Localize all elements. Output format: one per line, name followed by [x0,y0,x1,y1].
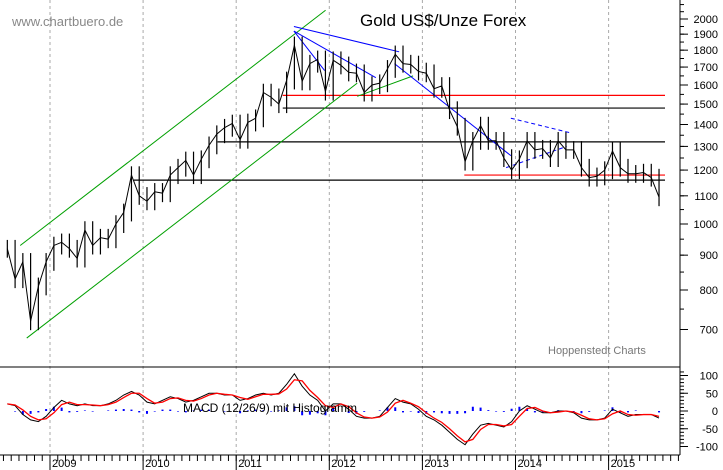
source-label: Hoppenstedt Charts [548,345,646,357]
y-tick-label: 1200 [694,165,718,177]
trendline [26,82,358,339]
macd-y-tick-label: 100 [700,371,718,383]
y-tick-label: 1800 [694,45,718,57]
price-line [6,45,660,322]
trendline [293,26,400,53]
macd-y-tick-label: -50 [702,424,718,436]
y-tick-label: 800 [700,285,718,297]
chart-title: Gold US$/Unze Forex [360,11,527,30]
y-tick-label: 900 [700,250,718,262]
y-tick-label: 700 [700,324,718,336]
macd-y-tick-label: 0 [712,406,718,418]
watermark: www.chartbuero.de [11,14,123,29]
macd-label: MACD (12/26/9) mit Histogramm [183,401,357,415]
grid [49,0,610,455]
support-resistance-levels [133,94,665,181]
y-tick-label: 1500 [694,99,718,111]
trendline [293,30,377,79]
trendline [510,117,572,134]
trendline [293,30,326,71]
macd-panel [7,372,661,446]
macd-y-tick-label: 50 [706,388,718,400]
y-tick-label: 1600 [694,80,718,92]
y-tick-label: 1900 [694,29,718,41]
signal-line [7,379,660,443]
x-tick-label: 2011 [238,458,262,470]
y-tick-label: 1400 [694,119,718,131]
y-tick-label: 1300 [694,141,718,153]
y-tick-label: 1000 [694,219,718,231]
trendline [357,75,414,97]
y-tick-label: 2000 [694,14,718,26]
y-tick-label: 1100 [694,191,718,203]
trendlines [19,9,572,339]
trendline [19,9,326,246]
price-series [6,36,660,331]
macd-y-tick-label: -100 [696,442,718,454]
y-tick-label: 1700 [694,62,718,74]
